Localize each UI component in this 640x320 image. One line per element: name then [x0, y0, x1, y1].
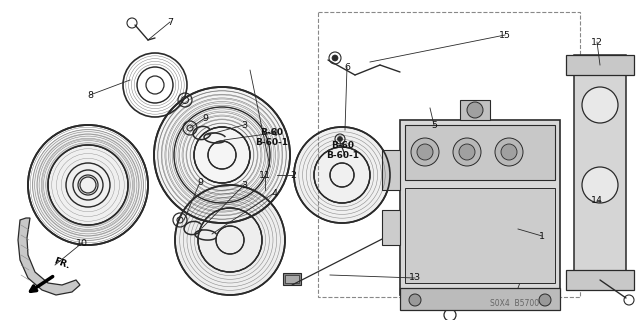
Text: 8: 8 — [87, 91, 93, 100]
Text: 15: 15 — [499, 30, 511, 39]
Circle shape — [409, 294, 421, 306]
Text: 12: 12 — [591, 37, 603, 46]
Text: 13: 13 — [409, 274, 421, 283]
Circle shape — [501, 144, 517, 160]
Circle shape — [582, 167, 618, 203]
Text: 10: 10 — [76, 238, 88, 247]
Text: 4: 4 — [271, 129, 277, 138]
Circle shape — [411, 138, 439, 166]
Text: S0X4  B5700 C: S0X4 B5700 C — [490, 299, 547, 308]
Text: 14: 14 — [591, 196, 603, 204]
Bar — [400, 120, 560, 295]
Circle shape — [582, 87, 618, 123]
Bar — [382, 150, 400, 190]
Polygon shape — [18, 218, 80, 295]
Text: 1: 1 — [539, 231, 545, 241]
Text: 3: 3 — [241, 121, 247, 130]
Text: 9: 9 — [202, 114, 208, 123]
Bar — [460, 100, 490, 120]
Text: B-60-1: B-60-1 — [255, 138, 289, 147]
Circle shape — [155, 88, 289, 222]
Circle shape — [337, 137, 342, 141]
Text: 4: 4 — [271, 188, 277, 197]
Text: B-60: B-60 — [260, 128, 284, 137]
Bar — [405, 188, 555, 283]
Circle shape — [332, 55, 338, 61]
Bar — [382, 210, 400, 245]
Bar — [400, 288, 560, 310]
Text: 11: 11 — [259, 171, 271, 180]
Bar — [574, 55, 626, 290]
Bar — [285, 275, 299, 283]
Circle shape — [33, 130, 143, 240]
Circle shape — [295, 128, 389, 222]
Bar — [566, 55, 634, 75]
Text: FR.: FR. — [52, 257, 70, 271]
Bar — [566, 270, 634, 290]
Circle shape — [495, 138, 523, 166]
Text: 6: 6 — [344, 62, 350, 71]
Circle shape — [453, 138, 481, 166]
Circle shape — [539, 294, 551, 306]
Text: 2: 2 — [290, 171, 296, 180]
Circle shape — [467, 102, 483, 118]
Bar — [405, 125, 555, 180]
Text: B-60: B-60 — [331, 141, 354, 150]
Circle shape — [417, 144, 433, 160]
Text: B-60-1: B-60-1 — [326, 151, 359, 160]
Text: 3: 3 — [241, 180, 247, 189]
Text: 7: 7 — [167, 18, 173, 27]
Text: 5: 5 — [431, 121, 437, 130]
Bar — [318, 12, 580, 297]
Bar — [283, 273, 301, 285]
Text: 9: 9 — [197, 178, 203, 187]
Circle shape — [176, 186, 284, 294]
Circle shape — [459, 144, 475, 160]
